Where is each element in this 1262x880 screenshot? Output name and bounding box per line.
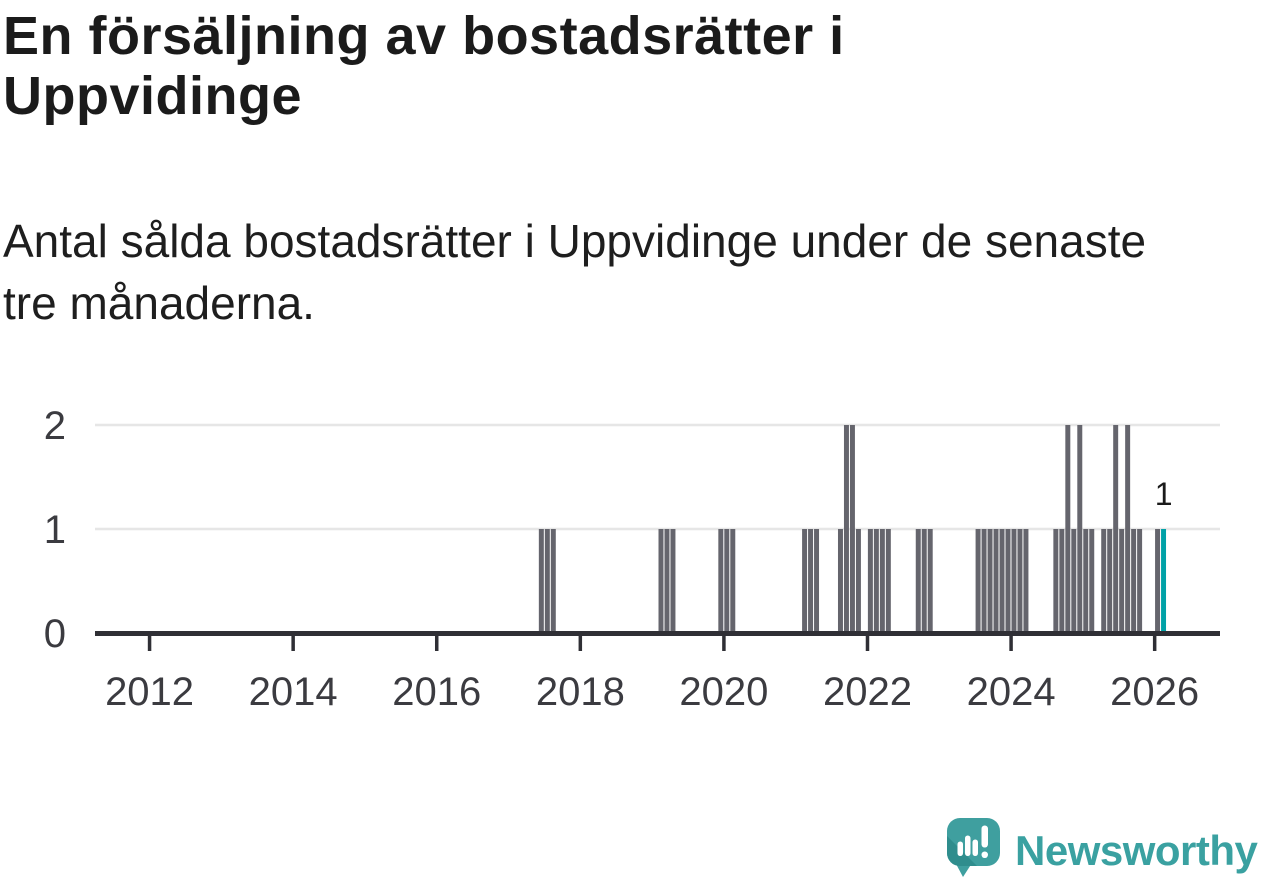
bar (855, 529, 861, 633)
x-axis-label-2018: 2018 (536, 670, 625, 714)
bar (1137, 529, 1143, 633)
bar (1059, 529, 1065, 633)
bar (879, 529, 885, 633)
bar-chart: 0 1 2 2012 2014 2016 2018 2020 2022 2024 2026 1 (44, 404, 1220, 714)
bar (814, 529, 820, 633)
bar (1017, 529, 1023, 633)
bar (1011, 529, 1017, 633)
bar (1125, 425, 1131, 633)
bar (999, 529, 1005, 633)
bar (1119, 529, 1125, 633)
bar (993, 529, 999, 633)
x-axis-label-2012: 2012 (105, 670, 194, 714)
logo-chart-bar-1 (957, 841, 963, 856)
x-axis-tick-2026 (1152, 636, 1157, 651)
x-axis-tick-2012 (147, 636, 152, 651)
bar (1077, 425, 1083, 633)
highlight-bar (1161, 529, 1167, 633)
x-axis-label-2022: 2022 (823, 670, 912, 714)
bar (987, 529, 993, 633)
x-axis-label-2024: 2024 (967, 670, 1056, 714)
x-axis-tick-2018 (578, 636, 583, 651)
bar (538, 529, 544, 633)
bar (1107, 529, 1113, 633)
bar (885, 529, 891, 633)
brand-footer: Newsworthy (941, 810, 1262, 880)
bar (843, 425, 849, 633)
page-title: En försäljning av bostadsrätter i Uppvid… (3, 6, 845, 126)
bar (1083, 529, 1089, 633)
x-axis-label-2016: 2016 (392, 670, 481, 714)
bar (975, 529, 981, 633)
logo-chart-bar-3 (972, 839, 978, 856)
bar (1023, 529, 1029, 633)
bar (927, 529, 933, 633)
bar (1065, 425, 1071, 633)
bar (1155, 529, 1161, 633)
bar (981, 529, 987, 633)
x-axis-label-2026: 2026 (1110, 670, 1199, 714)
bar (921, 529, 927, 633)
bar-value-label: 1 (1155, 476, 1173, 512)
logo-exclamation-bar (981, 825, 988, 848)
bar (658, 529, 664, 633)
x-axis-tick-2022 (865, 636, 870, 651)
x-axis-label-2014: 2014 (249, 670, 338, 714)
bar (837, 529, 843, 633)
bar (808, 529, 814, 633)
bar (915, 529, 921, 633)
x-axis-line (95, 631, 1220, 636)
y-axis-label-0: 0 (44, 612, 66, 656)
bar (550, 529, 556, 633)
bar (1101, 529, 1107, 633)
brand-name: Newsworthy (1015, 827, 1259, 874)
bar (1053, 529, 1059, 633)
y-axis-label-2: 2 (44, 404, 66, 448)
bar (1131, 529, 1137, 633)
bar (873, 529, 879, 633)
logo-exclamation-dot (981, 851, 988, 858)
newsworthy-logo-icon (947, 818, 1000, 877)
x-axis-tick-2020 (722, 636, 726, 651)
page-subtitle: Antal sålda bostadsrätter i Uppvidinge u… (3, 215, 1147, 329)
x-axis-tick-2024 (1009, 636, 1013, 651)
bar (1071, 529, 1077, 633)
bar (1089, 529, 1095, 633)
bar (718, 529, 724, 633)
bar (664, 529, 670, 633)
logo-chart-bar-2 (965, 835, 971, 856)
bar (1005, 529, 1011, 633)
bar (802, 529, 808, 633)
y-axis-label-1: 1 (44, 508, 66, 552)
x-axis-tick-2016 (434, 636, 439, 651)
bar (867, 529, 873, 633)
bar (730, 529, 736, 633)
bar (849, 425, 855, 633)
bar (544, 529, 550, 633)
bar (724, 529, 730, 633)
x-axis-tick-2014 (291, 636, 295, 651)
bar (1113, 425, 1119, 633)
x-axis-label-2020: 2020 (679, 670, 768, 714)
bar (670, 529, 676, 633)
